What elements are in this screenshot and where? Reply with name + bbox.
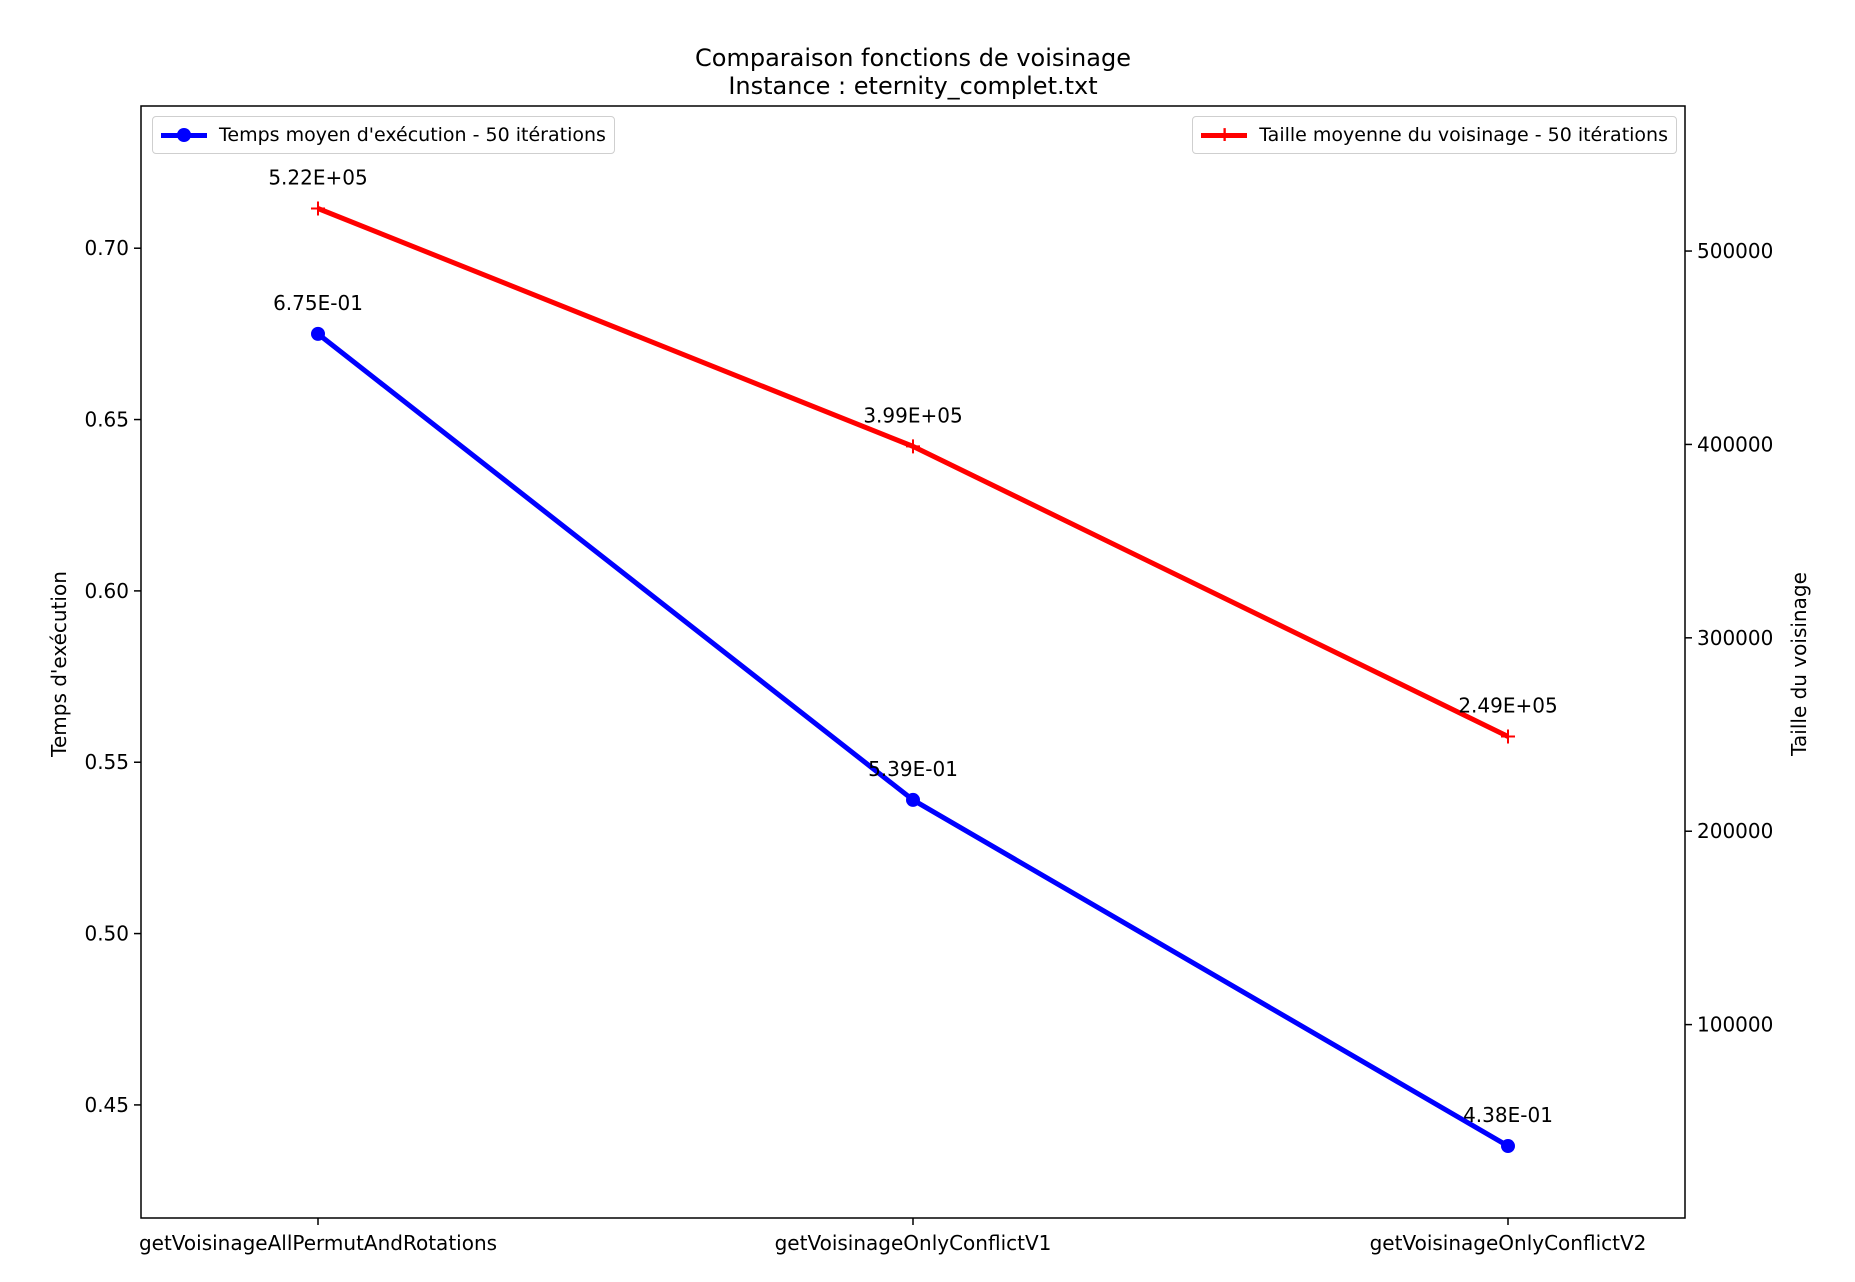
y-tick-label: 0.55 — [84, 750, 129, 774]
size-data-point — [311, 201, 325, 216]
time-data-label: 6.75E-01 — [273, 291, 363, 315]
y2-tick-label: 100000 — [1697, 1013, 1773, 1037]
time-data-point — [906, 792, 920, 807]
plot-area-frame — [140, 105, 1686, 1219]
chart-title: Comparaison fonctions de voisinage — [695, 44, 1131, 72]
y-tick-label: 0.70 — [84, 236, 129, 260]
y-tick-label: 0.65 — [84, 408, 129, 432]
legend-right: + Taille moyenne du voisinage - 50 itéra… — [1192, 116, 1677, 154]
y2-tick-label: 200000 — [1697, 819, 1773, 843]
time-data-label: 4.38E-01 — [1463, 1103, 1553, 1127]
y-axis-label: Temps d'exécution — [47, 571, 71, 758]
right-axis: 100000 200000 300000 400000 500000 — [1685, 239, 1773, 1037]
legend-swatch-red: + — [1201, 122, 1248, 146]
legend-label-time: Temps moyen d'exécution - 50 itérations — [219, 124, 606, 146]
y2-tick-label: 300000 — [1697, 626, 1773, 650]
left-axis: 0.45 0.50 0.55 0.60 0.65 0.70 — [84, 236, 141, 1117]
time-data-point — [1501, 1139, 1515, 1154]
x-tick-label: getVoisinageAllPermutAndRotations — [139, 1231, 497, 1255]
series-layer: 6.75E-01 5.39E-01 4.38E-01 5.22E+05 3.99E+05… — [268, 165, 1558, 1154]
size-data-point — [1501, 729, 1515, 744]
y-tick-label: 0.60 — [84, 579, 129, 603]
size-data-label: 5.22E+05 — [268, 165, 367, 189]
size-data-label: 3.99E+05 — [863, 403, 962, 427]
time-series-line — [316, 331, 1510, 1149]
chart-subtitle: Instance : eternity_complet.txt — [728, 72, 1097, 100]
x-tick-label: getVoisinageOnlyConflictV2 — [1370, 1231, 1647, 1255]
size-data-point — [906, 439, 920, 454]
time-data-point — [311, 326, 325, 341]
y2-tick-label: 400000 — [1697, 432, 1773, 456]
y2-axis-label: Taille du voisinage — [1787, 572, 1811, 757]
y-tick-label: 0.50 — [84, 922, 129, 946]
y2-tick-label: 500000 — [1697, 239, 1773, 263]
legend-label-size: Taille moyenne du voisinage - 50 itérati… — [1259, 124, 1668, 146]
x-axis: getVoisinageAllPermutAndRotations getVois… — [139, 1218, 1646, 1255]
legend-left: Temps moyen d'exécution - 50 itérations — [152, 116, 615, 154]
time-data-label: 5.39E-01 — [868, 757, 958, 781]
y-tick-label: 0.45 — [84, 1093, 129, 1117]
legend-swatch-blue — [161, 125, 207, 145]
size-data-label: 2.49E+05 — [1458, 693, 1557, 717]
x-tick-label: getVoisinageOnlyConflictV1 — [775, 1231, 1052, 1255]
